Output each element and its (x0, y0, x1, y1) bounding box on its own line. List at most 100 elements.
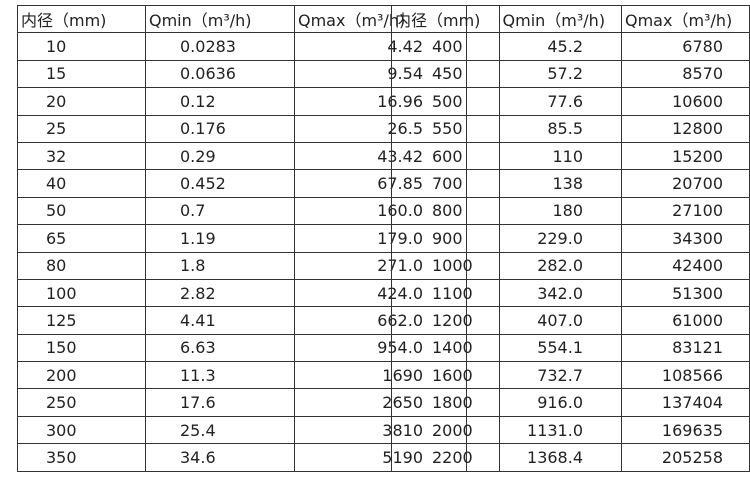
cell: 15200 (621, 141, 750, 171)
cell: 77.6 (498, 87, 623, 116)
row: 1800 916.0 137404 (391, 388, 750, 417)
cell: 205258 (621, 443, 750, 472)
cell: 342.0 (498, 278, 623, 308)
cell: 27100 (621, 196, 750, 226)
cell: 125 (17, 306, 146, 335)
cell: 12800 (621, 114, 750, 143)
cell: 0.12 (145, 87, 295, 116)
cell: 61000 (621, 306, 750, 335)
cell: 110 (498, 141, 623, 171)
row: 600 110 15200 (391, 141, 750, 171)
row: 500 77.6 10600 (391, 87, 750, 116)
cell: 20700 (621, 169, 750, 198)
row: 2000 1131.0 169635 (391, 415, 750, 445)
row: 400 45.2 6780 (391, 32, 750, 61)
cell: 800 (391, 196, 500, 226)
cell: 1600 (391, 361, 500, 390)
cell: 34300 (621, 224, 750, 253)
cell: 25.4 (145, 415, 295, 445)
cell: 15 (17, 59, 146, 89)
cell: 2.82 (145, 278, 295, 308)
cell: 350 (17, 443, 146, 472)
cell: 85.5 (498, 114, 623, 143)
cell: 600 (391, 141, 500, 171)
cell: 1200 (391, 306, 500, 335)
cell: 6.63 (145, 333, 295, 363)
cell: 4.41 (145, 306, 295, 335)
row: 450 57.2 8570 (391, 59, 750, 89)
cell: 25 (17, 114, 146, 143)
row: 2200 1368.4 205258 (391, 443, 750, 472)
cell: 65 (17, 224, 146, 253)
cell: 732.7 (498, 361, 623, 390)
flow-table: 内径（mm) Qmin（m³/h) Qmax（m³/h) 400 45.2 6780 450… (391, 4, 750, 472)
row: 1200 407.0 61000 (391, 306, 750, 335)
cell: 138 (498, 169, 623, 198)
cell: 150 (17, 333, 146, 363)
row: 1400 554.1 83121 (391, 333, 750, 363)
row: 32 0.29 43.42 (17, 141, 467, 171)
cell: 1800 (391, 388, 500, 417)
cell: 550 (391, 114, 500, 143)
cell: 50 (17, 196, 146, 226)
cell: 11.3 (145, 361, 295, 390)
cell: 45.2 (498, 32, 623, 61)
cell: 250 (17, 388, 146, 417)
cell: 1000 (391, 251, 500, 280)
cell: 80 (17, 251, 146, 280)
cell: 32 (17, 141, 146, 171)
cell: 8570 (621, 59, 750, 89)
header-cell: Qmin（m³/h) (145, 4, 295, 34)
cell: 34.6 (145, 443, 295, 472)
header-cell: Qmax（m³/h) (621, 4, 750, 34)
header-cell: Qmin（m³/h) (498, 4, 623, 34)
cell: 108566 (621, 361, 750, 390)
cell: 0.7 (145, 196, 295, 226)
cell: 300 (17, 415, 146, 445)
cell: 500 (391, 87, 500, 116)
cell: 100 (17, 278, 146, 308)
cell: 0.29 (145, 141, 295, 171)
row: 550 85.5 12800 (391, 114, 750, 143)
row: 700 138 20700 (391, 169, 750, 198)
cell: 200 (17, 361, 146, 390)
header-row: 内径（mm) Qmin（m³/h) Qmax（m³/h) (391, 4, 750, 34)
row: 800 180 27100 (391, 196, 750, 226)
cell: 17.6 (145, 388, 295, 417)
cell: 10600 (621, 87, 750, 116)
cell: 6780 (621, 32, 750, 61)
header-cell: 内径（mm) (391, 4, 500, 34)
cell: 40 (17, 169, 146, 198)
cell: 900 (391, 224, 500, 253)
cell: 1368.4 (498, 443, 623, 472)
header-cell: 内径（mm) (17, 4, 146, 34)
cell: 2000 (391, 415, 500, 445)
cell: 2200 (391, 443, 500, 472)
cell: 916.0 (498, 388, 623, 417)
cell: 51300 (621, 278, 750, 308)
row: 1100 342.0 51300 (391, 278, 750, 308)
cell: 180 (498, 196, 623, 226)
cell: 10 (17, 32, 146, 61)
cell: 0.452 (145, 169, 295, 198)
cell: 1131.0 (498, 415, 623, 445)
cell: 42400 (621, 251, 750, 280)
cell: 229.0 (498, 224, 623, 253)
cell: 1.19 (145, 224, 295, 253)
cell: 554.1 (498, 333, 623, 363)
cell: 0.176 (145, 114, 295, 143)
row: 1600 732.7 108566 (391, 361, 750, 390)
cell: 0.0636 (145, 59, 295, 89)
cell: 450 (391, 59, 500, 89)
row: 900 229.0 34300 (391, 224, 750, 253)
cell: 20 (17, 87, 146, 116)
cell: 282.0 (498, 251, 623, 280)
cell: 169635 (621, 415, 750, 445)
cell: 400 (391, 32, 500, 61)
cell: 700 (391, 169, 500, 198)
row: 1000 282.0 42400 (391, 251, 750, 280)
cell: 137404 (621, 388, 750, 417)
cell: 83121 (621, 333, 750, 363)
cell: 1400 (391, 333, 500, 363)
